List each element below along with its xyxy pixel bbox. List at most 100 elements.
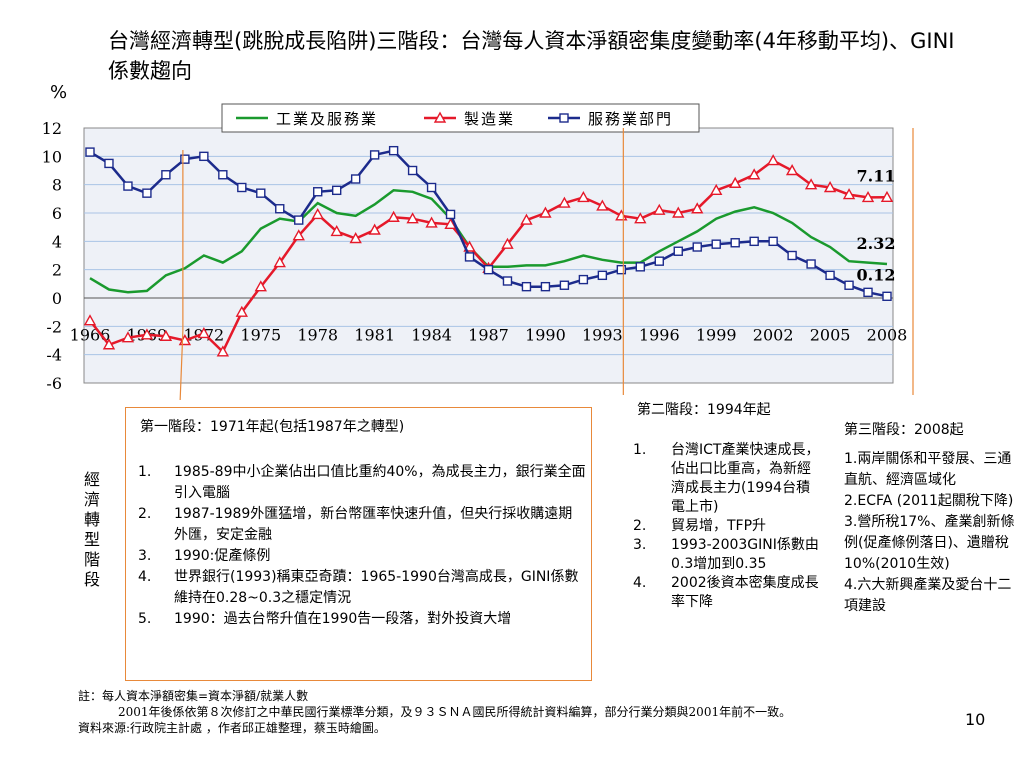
- stage1-item: 1. 1985-89中小企業佔出口值比重約40%，為成長主力，銀行業全面引入電腦: [138, 462, 586, 504]
- x-tick-label: 2008: [867, 325, 908, 344]
- data-point: [464, 252, 475, 262]
- end-value-label: 7.11: [857, 166, 896, 185]
- data-point: [521, 281, 532, 292]
- x-tick-label: 2002: [753, 325, 794, 344]
- data-point: [654, 256, 664, 266]
- data-point: [596, 199, 609, 211]
- x-tick-label: 1966: [70, 325, 111, 344]
- list-text: 貿易增，TFP升: [671, 518, 767, 534]
- data-point: [406, 212, 419, 224]
- stage3-item: 4.六大新興產業及愛台十二項建設: [844, 577, 1012, 614]
- y-tick-label: -6: [46, 374, 62, 393]
- data-point: [311, 207, 324, 220]
- x-tick-label: 1996: [639, 325, 680, 344]
- list-number: 5.: [138, 611, 152, 627]
- end-value-labels: 7.11 2.32 0.12: [857, 166, 896, 284]
- stage3-item: 1.兩岸關係和平發展、三通直航、經濟區域化: [844, 451, 1012, 488]
- data-point: [787, 250, 797, 261]
- data-point: [749, 236, 759, 247]
- data-point: [256, 188, 266, 198]
- data-point: [785, 164, 799, 176]
- x-tick-labels: 1966196919721975197819811984198719901993…: [70, 325, 908, 344]
- stage2-item: 4. 2002後資本密集度成長率下降: [633, 574, 823, 612]
- x-tick-label: 1999: [696, 325, 737, 344]
- data-point: [578, 274, 589, 285]
- y-axis-label: %: [50, 82, 68, 103]
- data-point: [407, 165, 418, 176]
- data-point: [539, 206, 552, 218]
- x-tick-label: 1984: [411, 325, 452, 344]
- data-point: [331, 185, 342, 196]
- data-point: [387, 210, 400, 222]
- page-number: 10: [965, 710, 986, 729]
- y-tick-label: 6: [52, 204, 62, 223]
- stage3-item: 2.ECFA (2011起關稅下降): [844, 493, 1014, 509]
- list-text: 1987-1989外匯猛增，新台幣匯率快速升值，但央行採收購遠期外匯，安定金融: [174, 506, 573, 543]
- stage2-item: 3. 1993-2003GINI係數由0.3增加到0.35: [633, 536, 823, 574]
- list-number: 3.: [633, 537, 647, 553]
- list-number: 2.: [138, 506, 152, 522]
- data-point: [104, 158, 114, 169]
- list-text: 1990:促產條例: [174, 548, 271, 564]
- y-tick-label: -4: [46, 346, 62, 365]
- stage1-divider: [179, 150, 184, 400]
- stage2-list: 1. 台灣ICT產業快速成長，佔出口比重高，為新經濟成長主力(1994台積電上市)…: [633, 441, 823, 612]
- data-point: [710, 183, 723, 196]
- list-text: 1985-89中小企業佔出口值比重約40%，為成長主力，銀行業全面引入電腦: [174, 464, 586, 501]
- data-point: [768, 236, 778, 247]
- stage2-box: 第二階段：1994年起 1. 台灣ICT產業快速成長，佔出口比重高，為新經濟成長主…: [629, 395, 825, 695]
- data-point: [123, 181, 133, 191]
- data-point: [825, 270, 835, 281]
- legend-label: 製造業: [464, 110, 515, 128]
- stage3-title: 第三階段：2008起: [844, 422, 964, 438]
- data-point: [863, 287, 873, 298]
- data-point: [766, 154, 780, 166]
- data-point: [559, 280, 570, 290]
- data-point: [275, 204, 285, 214]
- stage1-box: 第一階段：1971年起(包括1987年之轉型) 1. 1985-89中小企業佔出口…: [125, 407, 592, 681]
- data-point: [235, 305, 248, 317]
- stage1-list: 1. 1985-89中小企業佔出口值比重約40%，為成長主力，銀行業全面引入電腦 2…: [138, 462, 586, 630]
- y-tick-label: 0: [52, 289, 62, 308]
- data-point: [83, 314, 97, 326]
- data-point: [121, 331, 135, 343]
- x-tick-label: 1993: [582, 325, 623, 344]
- list-number: 4.: [633, 575, 647, 591]
- data-point: [425, 216, 438, 228]
- list-number: 1.: [138, 464, 152, 480]
- data-point: [350, 174, 361, 184]
- data-point: [616, 264, 627, 275]
- data-point: [273, 256, 286, 268]
- legend-marker: [559, 113, 569, 123]
- list-text: 世界銀行(1993)稱東亞奇蹟：1965-1990台灣高成長，GINI係數維持在…: [174, 569, 579, 606]
- data-point: [673, 246, 683, 256]
- stage3-list: 1.兩岸關係和平發展、三通直航、經濟區域化 2.ECFA (2011起關稅下降) 3…: [844, 449, 1016, 617]
- y-tick-label: 8: [52, 176, 62, 195]
- data-point: [823, 181, 837, 193]
- legend-label: 服務業部門: [588, 110, 673, 128]
- data-point: [218, 170, 228, 180]
- data-point: [368, 223, 381, 235]
- footnote-line3: 資料來源:行政院主計處 ，作者邱正雄整理，蔡玉時繪圖。: [78, 721, 386, 735]
- data-point: [634, 212, 647, 224]
- data-point: [102, 338, 116, 350]
- data-point: [426, 182, 437, 193]
- data-point: [861, 190, 875, 203]
- end-value-label: 0.12: [857, 265, 896, 284]
- stage-dividers: [179, 128, 914, 400]
- stage1-title: 第一階段：1971年起(包括1987年之轉型): [140, 419, 405, 435]
- stage3-box: 第三階段：2008起 1.兩岸關係和平發展、三通直航、經濟區域化 2.ECFA (…: [836, 415, 1016, 700]
- y-tick-label: 4: [52, 232, 62, 251]
- list-text: 1990：過去台幣升值在1990告一段落，對外投資大增: [174, 611, 512, 627]
- y-tick-labels: 12 10 8 6 4 2 0 -2 -4 -6: [42, 119, 62, 393]
- y-tick-label: 2: [52, 261, 62, 280]
- stage1-item: 5. 1990：過去台幣升值在1990告一段落，對外投資大增: [138, 609, 586, 630]
- data-point: [349, 232, 362, 244]
- data-point: [161, 170, 171, 180]
- grid-lines: [84, 155, 893, 356]
- data-point: [369, 150, 380, 160]
- legend: 工業及服務業 製造業 服務業部門: [221, 103, 700, 133]
- data-point: [197, 326, 211, 339]
- data-point: [729, 176, 742, 188]
- data-point: [313, 187, 323, 197]
